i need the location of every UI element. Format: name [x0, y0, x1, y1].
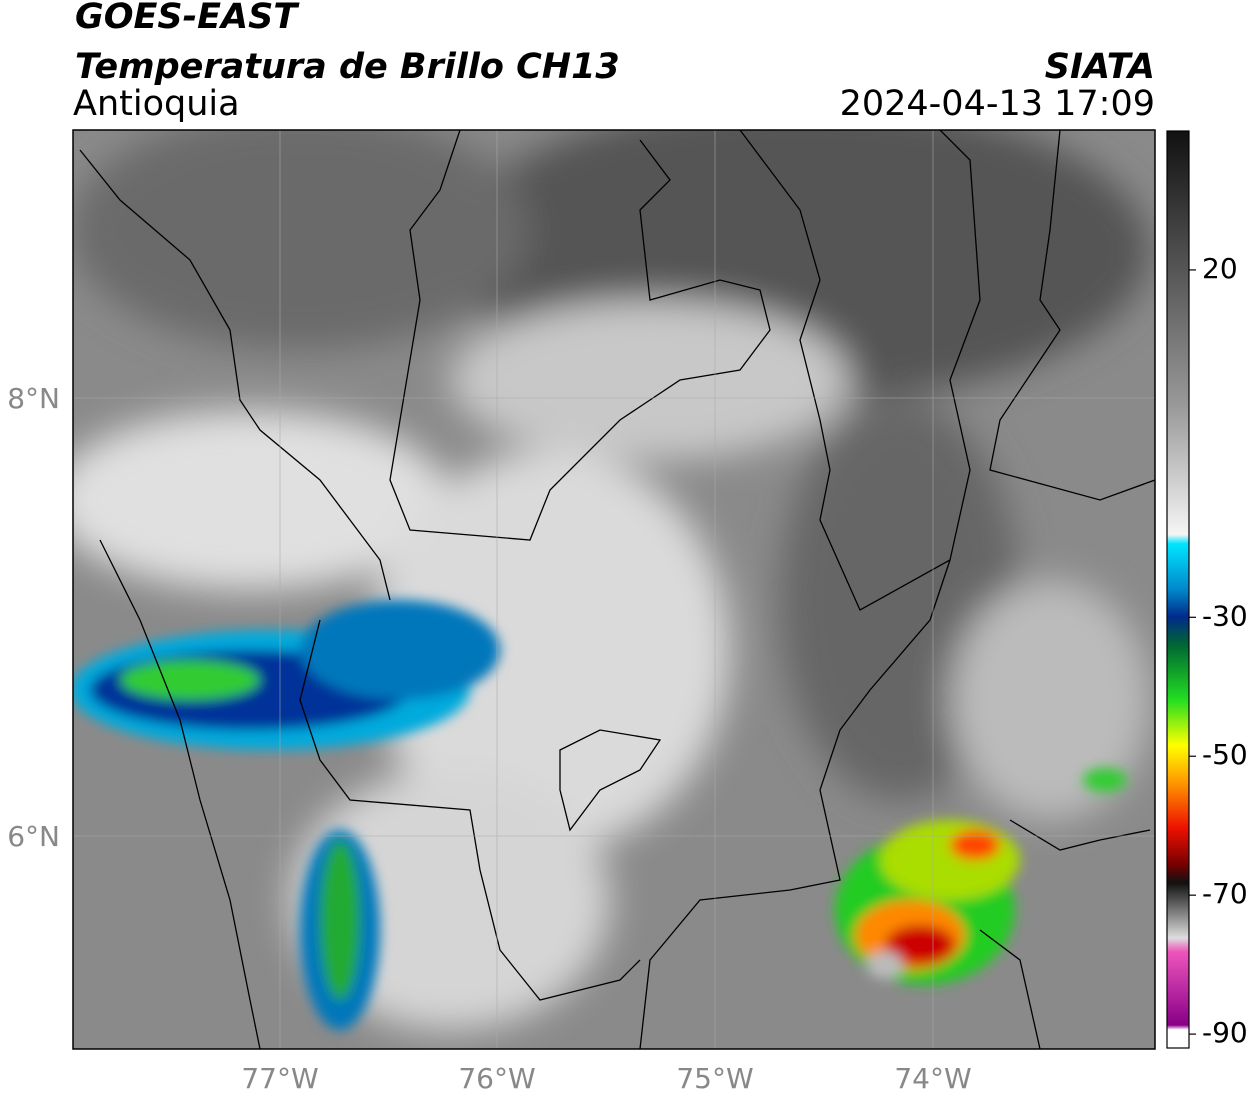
- graticule: [73, 130, 1155, 1049]
- lat-label: 6°N: [7, 820, 60, 853]
- lat-label: 8°N: [7, 382, 60, 415]
- lon-label: 75°W: [676, 1062, 753, 1095]
- colorbar-tick-label: -70: [1202, 877, 1248, 910]
- colorbar-tick-label: -50: [1202, 738, 1248, 771]
- colorbar-tick-label: -90: [1202, 1016, 1248, 1049]
- title: GOES-EAST: [75, 0, 300, 37]
- colorbar-tick-label: -30: [1202, 599, 1248, 632]
- lon-label: 74°W: [894, 1062, 971, 1095]
- lon-label: 77°W: [241, 1062, 318, 1095]
- colorbar-tick-label: 20: [1202, 252, 1238, 285]
- colorbar: [1166, 130, 1190, 1049]
- map-frame: [72, 129, 1156, 1050]
- subtitle: Temperatura de Brillo CH13: [75, 47, 620, 87]
- region: Antioquia: [73, 84, 240, 124]
- source: SIATA: [1045, 47, 1155, 87]
- datetime: 2024-04-13 17:09: [840, 84, 1155, 124]
- lon-label: 76°W: [458, 1062, 535, 1095]
- map: [73, 130, 1155, 1049]
